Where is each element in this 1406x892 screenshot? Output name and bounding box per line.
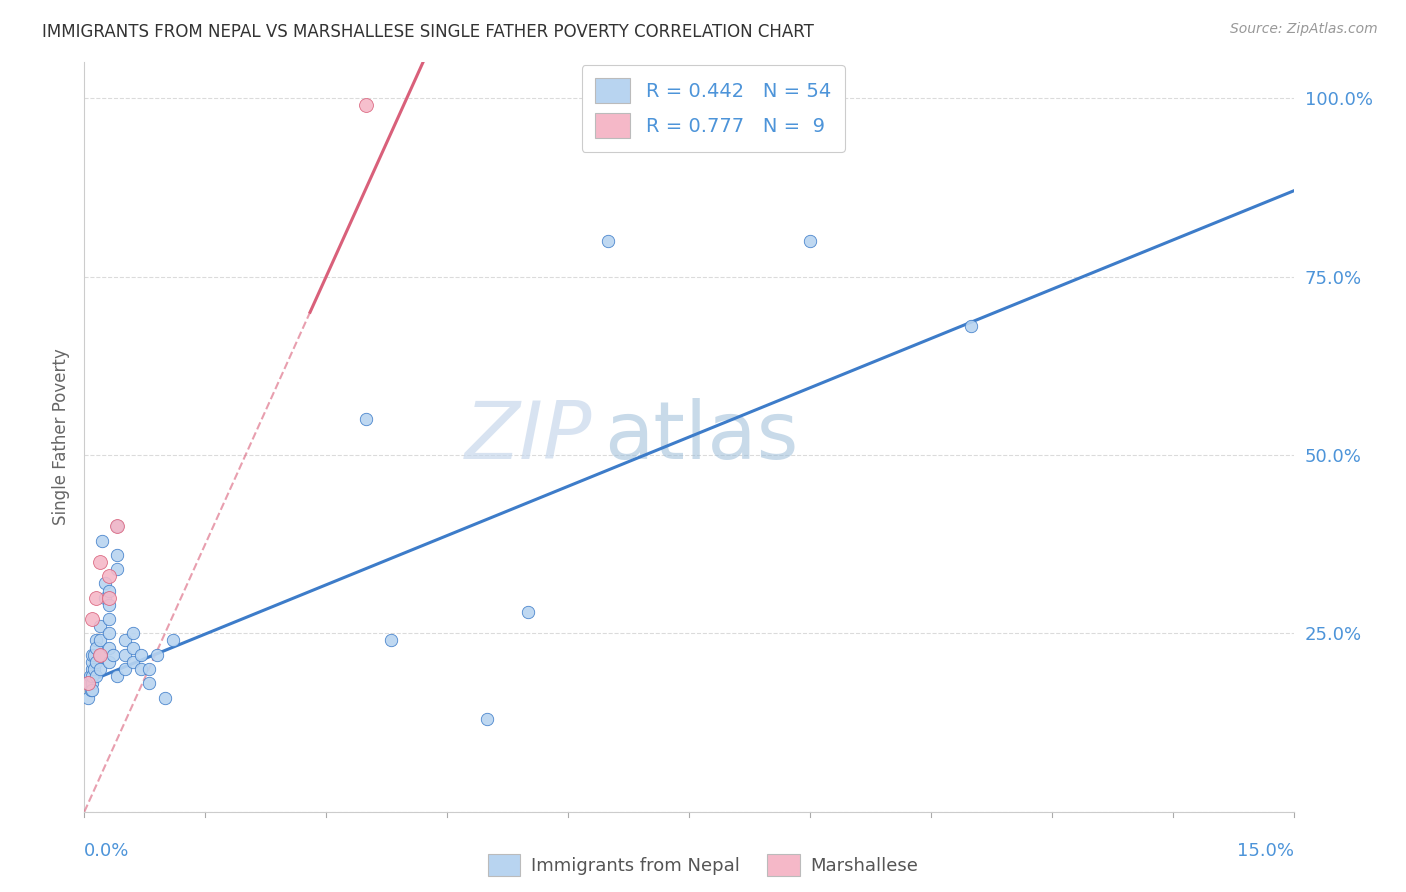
Point xyxy=(82,676,104,690)
Point xyxy=(105,669,128,683)
Point xyxy=(356,412,378,426)
Point xyxy=(82,669,104,683)
Point xyxy=(82,612,104,626)
Point xyxy=(114,648,136,662)
Legend: Immigrants from Nepal, Marshallese: Immigrants from Nepal, Marshallese xyxy=(481,847,925,883)
Y-axis label: Single Father Poverty: Single Father Poverty xyxy=(52,349,70,525)
Point xyxy=(97,591,120,605)
Text: 15.0%: 15.0% xyxy=(1236,842,1294,860)
Point xyxy=(146,648,169,662)
Point xyxy=(89,662,111,676)
Point xyxy=(82,655,104,669)
Point xyxy=(380,633,402,648)
Point xyxy=(799,234,821,248)
Point xyxy=(105,562,128,576)
Point xyxy=(97,640,120,655)
Point xyxy=(356,98,378,112)
Point xyxy=(598,234,620,248)
Legend: R = 0.442   N = 54, R = 0.777   N =  9: R = 0.442 N = 54, R = 0.777 N = 9 xyxy=(582,64,845,152)
Point xyxy=(89,633,111,648)
Point xyxy=(138,676,160,690)
Point xyxy=(86,669,108,683)
Point xyxy=(138,662,160,676)
Point xyxy=(114,633,136,648)
Point xyxy=(86,633,108,648)
Point xyxy=(82,683,104,698)
Point xyxy=(89,555,111,569)
Point xyxy=(93,591,115,605)
Point xyxy=(960,319,983,334)
Text: 0.0%: 0.0% xyxy=(84,842,129,860)
Point xyxy=(105,548,128,562)
Point xyxy=(121,655,143,669)
Point xyxy=(86,640,108,655)
Point xyxy=(97,612,120,626)
Text: atlas: atlas xyxy=(605,398,799,476)
Point xyxy=(101,648,124,662)
Point xyxy=(516,605,538,619)
Text: ZIP: ZIP xyxy=(465,398,592,476)
Point xyxy=(86,591,108,605)
Point xyxy=(97,583,120,598)
Point xyxy=(105,519,128,533)
Point xyxy=(77,676,100,690)
Point xyxy=(89,648,111,662)
Point xyxy=(89,648,111,662)
Point xyxy=(82,662,104,676)
Point xyxy=(91,533,114,548)
Point xyxy=(121,626,143,640)
Point xyxy=(86,655,108,669)
Point xyxy=(83,662,105,676)
Point xyxy=(114,662,136,676)
Point xyxy=(97,626,120,640)
Point xyxy=(97,598,120,612)
Point xyxy=(77,690,100,705)
Point xyxy=(83,648,105,662)
Point xyxy=(82,648,104,662)
Point xyxy=(105,519,128,533)
Point xyxy=(129,648,152,662)
Point xyxy=(477,712,499,726)
Point xyxy=(129,662,152,676)
Point xyxy=(97,655,120,669)
Point xyxy=(93,576,115,591)
Point xyxy=(162,633,184,648)
Point xyxy=(97,569,120,583)
Point xyxy=(79,669,101,683)
Point xyxy=(121,640,143,655)
Point xyxy=(153,690,176,705)
Text: IMMIGRANTS FROM NEPAL VS MARSHALLESE SINGLE FATHER POVERTY CORRELATION CHART: IMMIGRANTS FROM NEPAL VS MARSHALLESE SIN… xyxy=(42,23,814,41)
Point xyxy=(77,676,100,690)
Text: Source: ZipAtlas.com: Source: ZipAtlas.com xyxy=(1230,22,1378,37)
Point xyxy=(89,619,111,633)
Point xyxy=(80,683,103,698)
